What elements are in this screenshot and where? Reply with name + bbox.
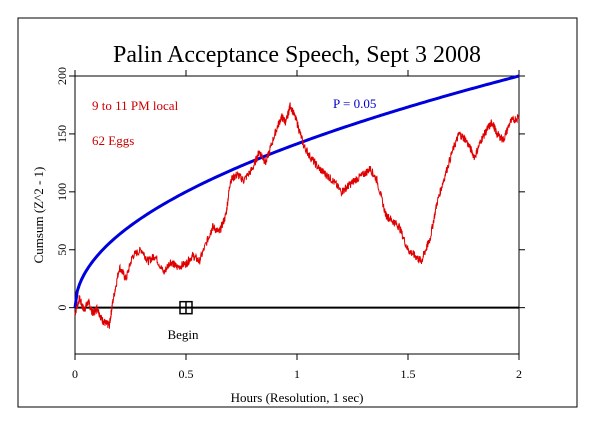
chart-title: Palin Acceptance Speech, Sept 3 2008	[113, 42, 481, 68]
y-tick-label: 50	[55, 244, 69, 256]
x-tick-label: 0	[72, 367, 78, 381]
y-tick-label: 100	[55, 183, 69, 201]
y-tick-label: 0	[55, 305, 69, 311]
y-tick-label: 200	[55, 67, 69, 85]
figure-border	[17, 17, 578, 408]
x-axis-ticks: 0 0.5 1 1.5 2	[72, 70, 522, 381]
y-tick-label: 150	[55, 125, 69, 143]
begin-marker	[179, 300, 193, 315]
eggs-annotation: 62 Eggs	[92, 133, 134, 148]
x-tick-label: 0.5	[179, 367, 194, 381]
x-tick-label: 1	[294, 367, 300, 381]
time-annotation: 9 to 11 PM local	[92, 98, 179, 113]
x-tick-label: 1.5	[401, 367, 416, 381]
y-axis-label: Cumsum (Z^2 - 1)	[31, 167, 46, 264]
y-axis-ticks: 0 50 100 150 200	[55, 67, 525, 311]
x-axis-label: Hours (Resolution, 1 sec)	[231, 390, 364, 405]
begin-label: Begin	[167, 327, 199, 342]
x-tick-label: 2	[516, 367, 522, 381]
cumsum-series-line	[74, 102, 520, 329]
p-005-envelope-line	[73, 74, 520, 308]
p-value-label: P = 0.05	[333, 96, 376, 111]
